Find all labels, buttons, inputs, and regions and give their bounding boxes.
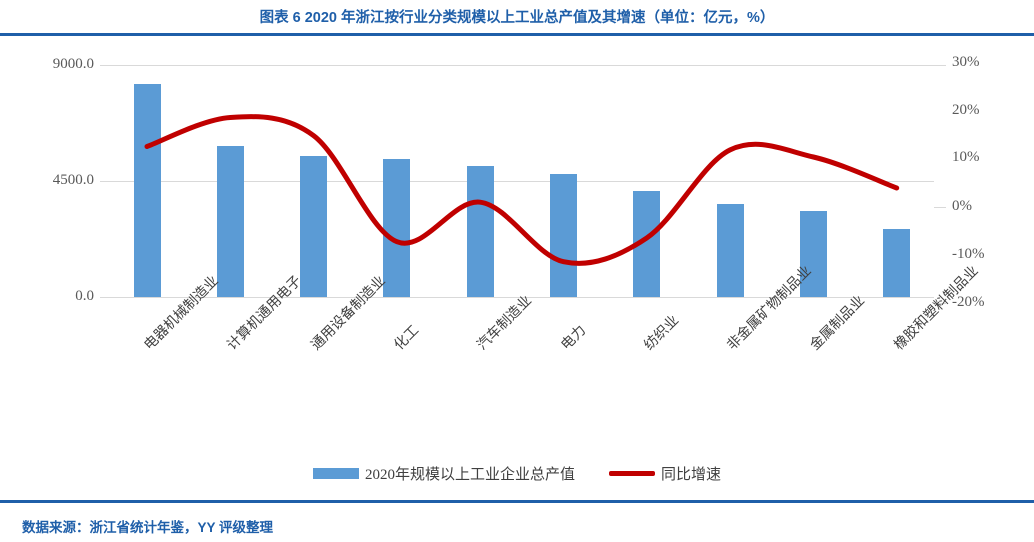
chart-legend: 2020年规模以上工业企业总产值 同比增速 <box>0 458 1034 488</box>
bar-4 <box>466 166 494 297</box>
axis-right-label-0: 0% <box>952 198 972 214</box>
legend-bar-swatch-icon <box>312 467 359 479</box>
axis-right-label-m10: -10% <box>952 246 985 262</box>
chart-title-bar: 图表 6 2020 年浙江按行业分类规模以上工业总产值及其增速（单位：亿元，%） <box>0 0 1034 33</box>
tick-left-4500 <box>100 181 112 182</box>
axis-right-label-20: 20% <box>952 102 980 118</box>
page-title: 图表 6 2020 年浙江按行业分类规模以上工业总产值及其增速（单位：亿元，%） <box>259 10 775 26</box>
gridline-4500 <box>112 181 934 182</box>
bar-2 <box>300 155 328 297</box>
legend-item-bar: 2020年规模以上工业企业总产值 <box>312 463 575 484</box>
tick-right-minus20 <box>934 303 946 304</box>
legend-bar-label: 2020年规模以上工业企业总产值 <box>364 466 575 483</box>
bar-3 <box>383 159 411 297</box>
category-axis: 电器机械制造业 计算机通用电子 通用设备制造业 化工 汽车制造业 电力 纺织业 非金属矿物制品… <box>0 264 1034 456</box>
bar-5 <box>550 174 577 297</box>
title-divider <box>0 33 1034 36</box>
axis-left-label-0: 0.0 <box>75 288 94 304</box>
gridline-0 <box>112 297 934 298</box>
bar-8 <box>799 210 827 297</box>
plot-area: 9000.0 4500.0 0.0 30% 20% 10% 0% -10% -2… <box>0 36 1034 336</box>
bar-1 <box>216 145 244 297</box>
tick-left-0 <box>100 297 112 298</box>
tick-right-0 <box>934 207 946 208</box>
line-series <box>144 114 900 266</box>
legend-item-line: 同比增速 <box>609 463 721 484</box>
bar-9 <box>883 228 911 297</box>
footer-divider <box>0 500 1034 503</box>
source-note: 数据来源：浙江省统计年鉴，YY 评级整理 <box>22 520 274 535</box>
axis-right-label-10: 10% <box>952 149 980 165</box>
legend-line-swatch-icon <box>609 470 655 476</box>
axis-right-label-m20: -20% <box>952 294 985 310</box>
axis-left-label-4500: 4500.0 <box>52 172 94 188</box>
axis-left-label-9000: 9000.0 <box>52 56 94 72</box>
bar-0 <box>133 84 161 297</box>
legend-line-label: 同比增速 <box>661 466 722 483</box>
bar-7 <box>716 204 744 297</box>
axis-right-label-30: 30% <box>952 54 980 70</box>
tick-left-9000 <box>100 65 112 66</box>
gridline-9000 <box>112 65 934 66</box>
chart-footer: 数据来源：浙江省统计年鉴，YY 评级整理 <box>0 512 1034 540</box>
tick-right-30 <box>934 65 946 66</box>
growth-line-path <box>144 114 900 266</box>
